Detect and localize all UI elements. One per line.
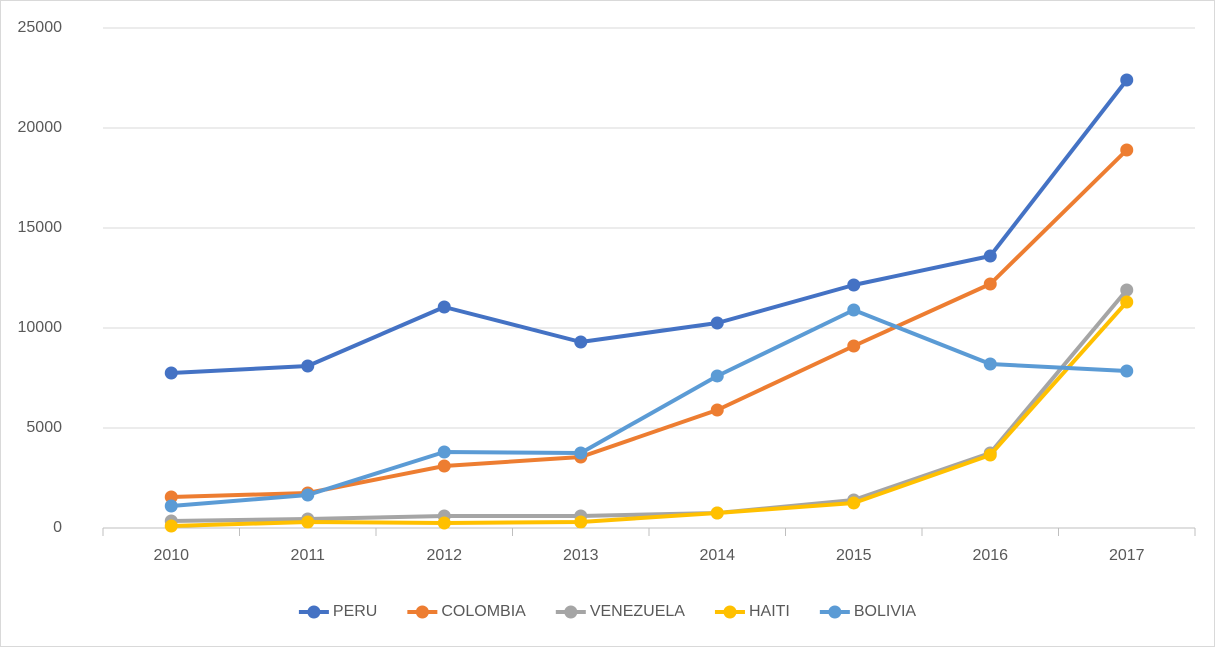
- data-point: [847, 303, 861, 317]
- x-tick-label: 2015: [836, 547, 872, 564]
- x-tick-label: 2017: [1109, 547, 1145, 564]
- x-tick-label: 2016: [972, 547, 1008, 564]
- data-point: [437, 300, 451, 314]
- data-point: [1120, 283, 1134, 297]
- data-point: [164, 519, 178, 533]
- y-tick-label: 15000: [18, 219, 63, 236]
- data-point: [847, 339, 861, 353]
- legend-label: COLOMBIA: [441, 603, 526, 620]
- y-tick-label: 20000: [18, 119, 63, 136]
- legend-marker: [723, 605, 737, 619]
- data-point: [164, 366, 178, 380]
- data-point: [164, 490, 178, 504]
- data-point: [301, 515, 315, 529]
- data-point: [301, 488, 315, 502]
- data-point: [574, 446, 588, 460]
- x-tick-label: 2010: [153, 547, 189, 564]
- data-point: [301, 359, 315, 373]
- x-tick-label: 2012: [426, 547, 462, 564]
- legend-label: VENEZUELA: [590, 603, 685, 620]
- data-point: [437, 445, 451, 459]
- data-point: [983, 277, 997, 291]
- legend-label: HAITI: [749, 603, 790, 620]
- data-point: [847, 496, 861, 510]
- legend-marker: [564, 605, 578, 619]
- legend-item: COLOMBIA: [407, 603, 526, 620]
- data-point: [983, 357, 997, 371]
- data-point: [1120, 295, 1134, 309]
- data-point: [164, 499, 178, 513]
- x-tick-label: 2013: [563, 547, 599, 564]
- data-point: [710, 316, 724, 330]
- legend-marker: [828, 605, 842, 619]
- data-point: [437, 459, 451, 473]
- y-tick-label: 10000: [18, 319, 63, 336]
- series-line: [171, 288, 1129, 523]
- data-point: [574, 515, 588, 529]
- series-line: [171, 300, 1129, 528]
- legend-item: HAITI: [714, 603, 790, 620]
- y-tick-label: 0: [53, 519, 62, 536]
- y-tick-label: 5000: [26, 419, 62, 436]
- legend-marker: [415, 605, 429, 619]
- data-point: [574, 335, 588, 349]
- data-point: [983, 448, 997, 462]
- data-point: [1120, 143, 1134, 157]
- x-tick-label: 2011: [291, 547, 326, 564]
- legend-label: PERU: [333, 603, 377, 620]
- x-tick-label: 2014: [699, 547, 735, 564]
- data-point: [1120, 73, 1134, 87]
- data-point: [1120, 364, 1134, 378]
- legend-item: BOLIVIA: [819, 603, 917, 620]
- y-tick-label: 25000: [18, 19, 63, 36]
- legend-marker: [307, 605, 321, 619]
- data-point: [437, 516, 451, 530]
- data-point: [710, 369, 724, 383]
- data-point: [983, 249, 997, 263]
- data-point: [710, 403, 724, 417]
- series-line: [171, 78, 1129, 375]
- series-line: [171, 308, 1127, 508]
- legend-item: PERU: [298, 603, 377, 620]
- data-point: [710, 506, 724, 520]
- legend-item: VENEZUELA: [555, 603, 685, 620]
- data-point: [847, 278, 861, 292]
- legend-label: BOLIVIA: [854, 603, 917, 620]
